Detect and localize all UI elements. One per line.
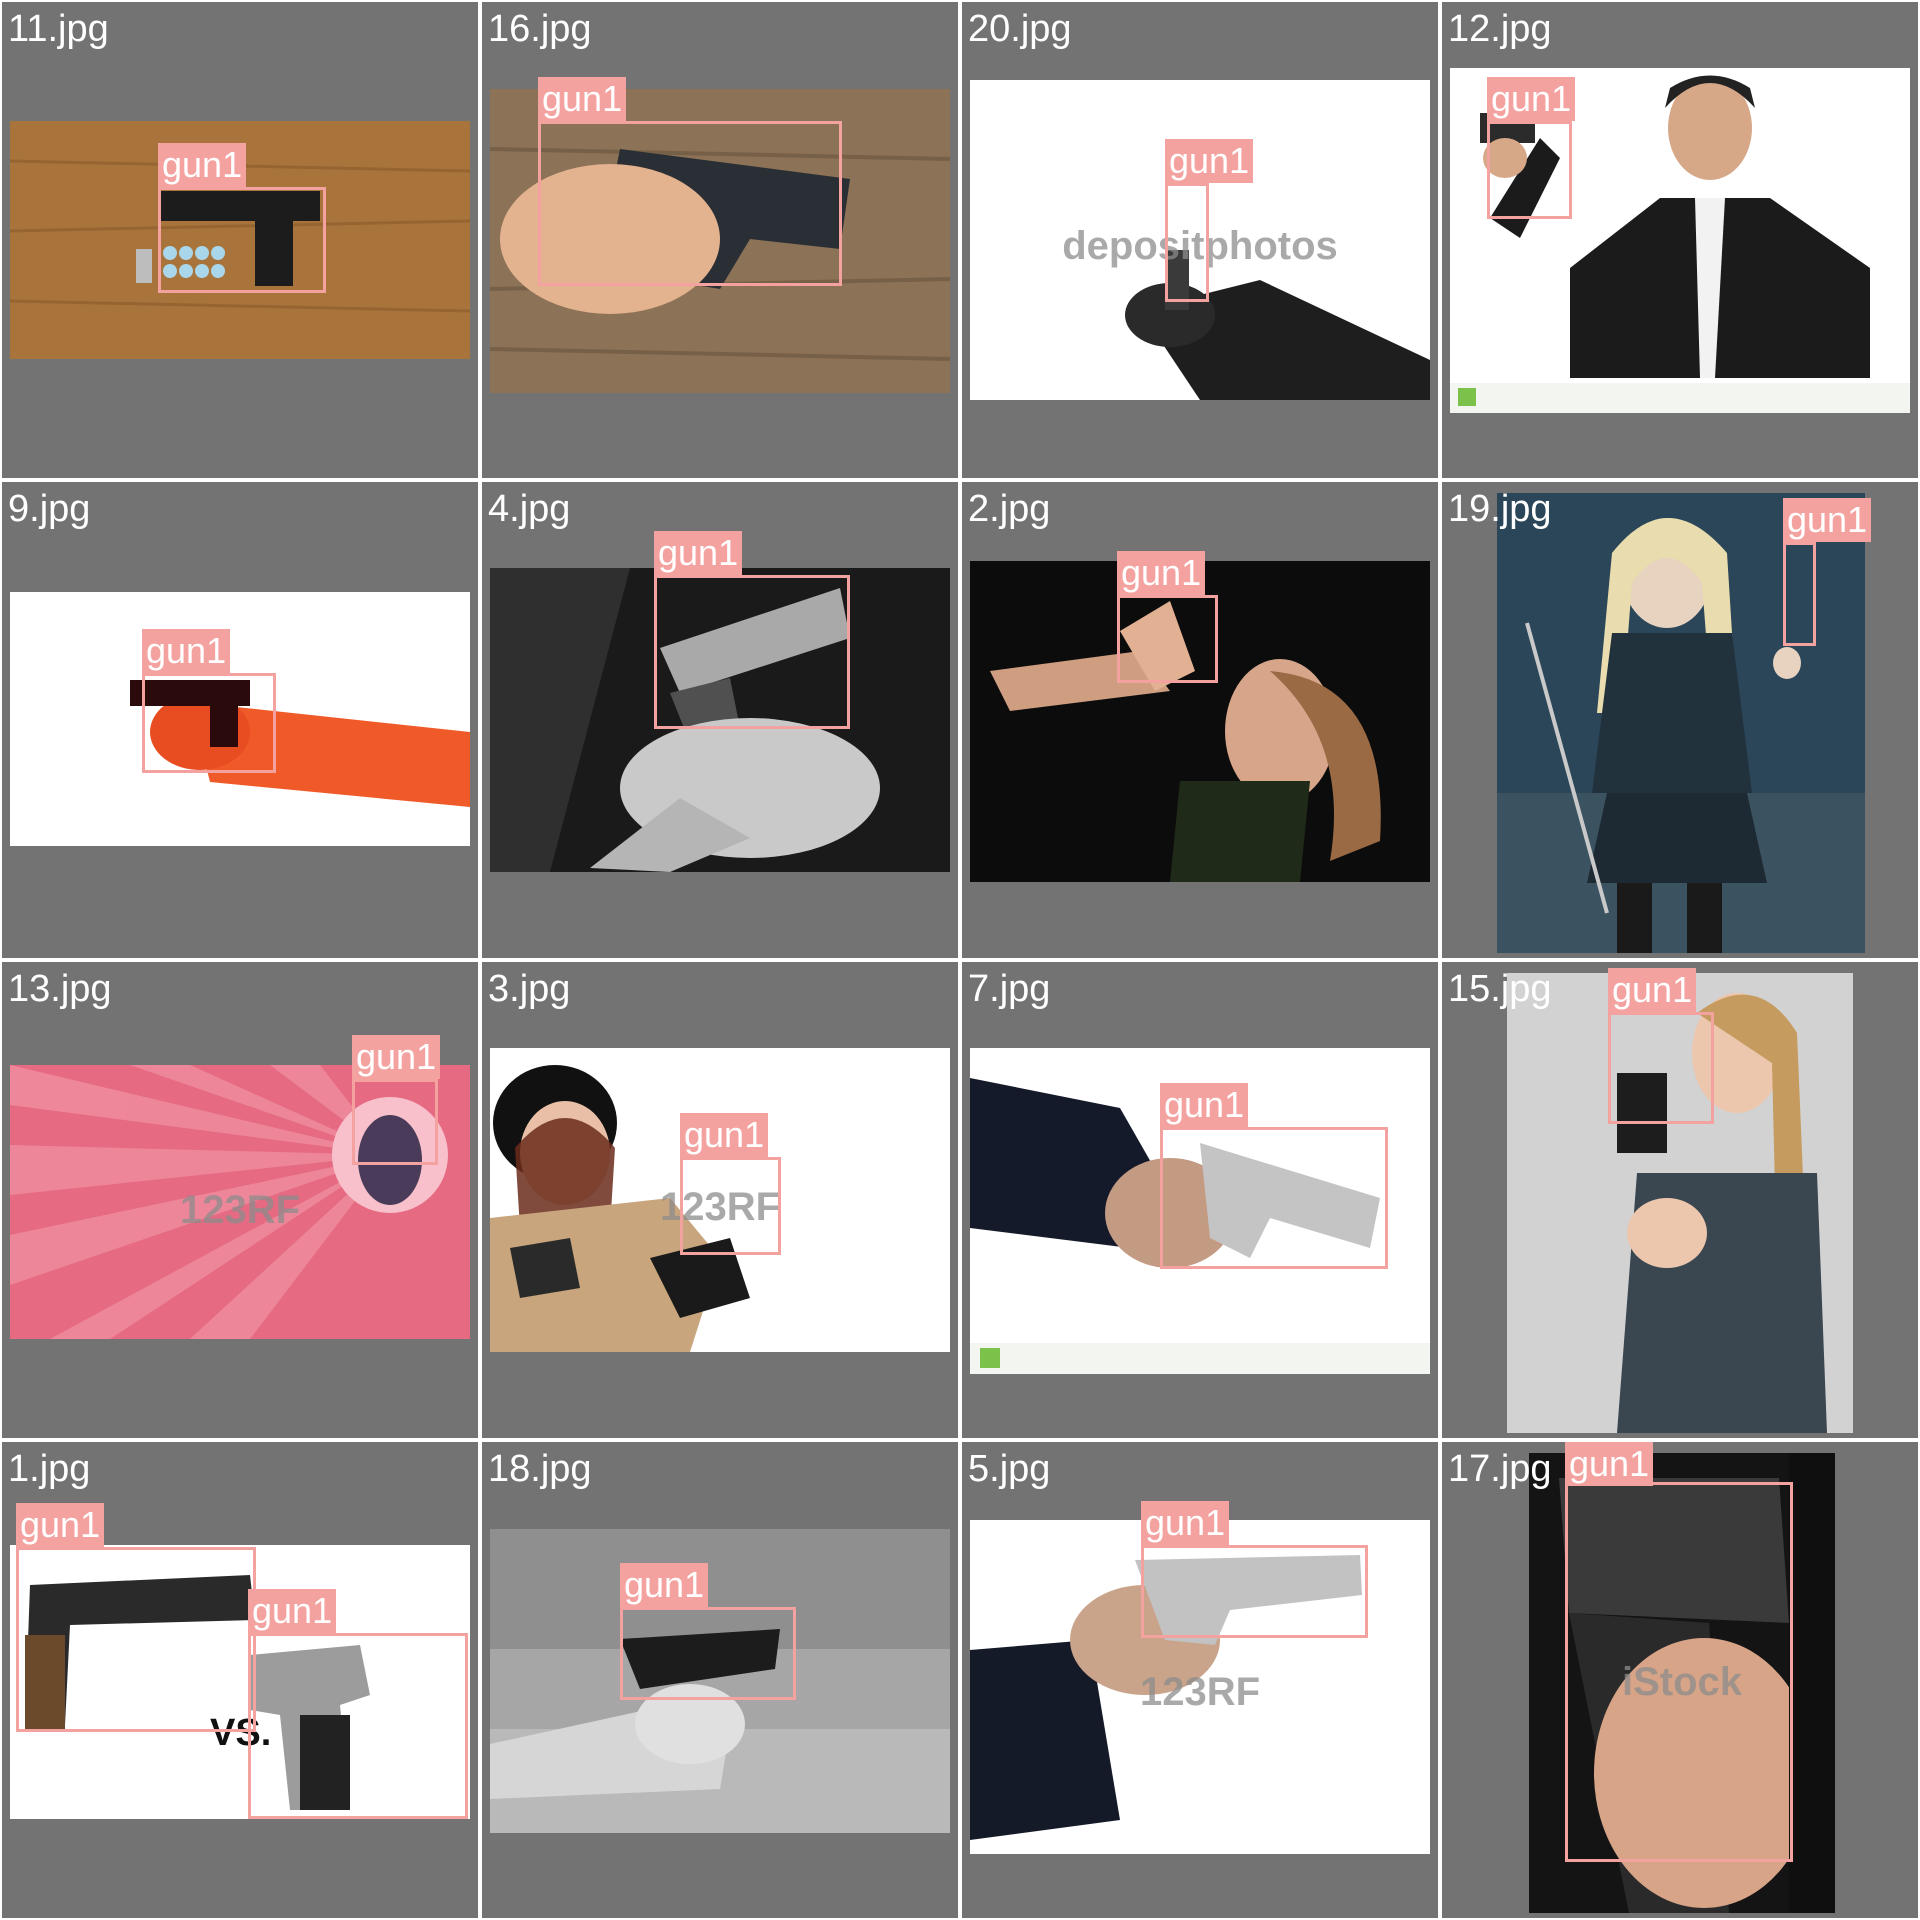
bounding-box — [654, 575, 850, 729]
bounding-box — [142, 673, 276, 773]
watermark-text: depositphotos — [1062, 224, 1338, 268]
image-thumbnail — [490, 1529, 950, 1833]
bounding-box — [248, 1633, 468, 1819]
image-thumbnail: 123RF — [10, 1065, 470, 1339]
box-class-label: gun1 — [158, 143, 247, 187]
image-thumbnail — [10, 592, 470, 846]
image-tile[interactable]: 123RF 5.jpg gun1 — [962, 1442, 1438, 1918]
image-tile[interactable]: 4.jpg gun1 — [482, 482, 958, 958]
box-class-label: gun1 — [1141, 1501, 1230, 1545]
image-tile[interactable]: 9.jpg gun1 — [2, 482, 478, 958]
box-class-label: gun1 — [1117, 551, 1206, 595]
image-thumbnail — [1497, 493, 1865, 953]
bounding-box — [1160, 1127, 1388, 1269]
image-thumbnail — [1507, 973, 1853, 1433]
filename-label: 5.jpg — [968, 1448, 1051, 1490]
box-class-label: gun1 — [1160, 1083, 1249, 1127]
image-thumbnail: iStock — [1529, 1453, 1835, 1913]
image-tile[interactable]: 12.jpg gun1 — [1442, 2, 1918, 478]
watermark-text: 123RF — [659, 1184, 781, 1229]
image-thumbnail: 123RF — [490, 1048, 950, 1352]
image-tile[interactable]: 19.jpg gun1 — [1442, 482, 1918, 958]
image-thumbnail — [490, 89, 950, 393]
filename-label: 19.jpg — [1448, 488, 1552, 530]
box-class-label: gun1 — [1565, 1442, 1654, 1486]
watermark-text: iStock — [1621, 1660, 1743, 1704]
box-class-label: gun1 — [1608, 968, 1697, 1012]
bounding-box — [1487, 121, 1572, 219]
bounding-box — [1565, 1482, 1793, 1862]
image-thumbnail — [490, 568, 950, 872]
filename-label: 12.jpg — [1448, 8, 1552, 50]
filename-label: 18.jpg — [488, 1448, 592, 1490]
box-class-label: gun1 — [352, 1035, 441, 1079]
filename-label: 7.jpg — [968, 968, 1051, 1010]
image-thumbnail: VS. — [10, 1545, 470, 1819]
watermark-text: 123RF — [1139, 1670, 1261, 1715]
image-tile[interactable]: 11.jpg gun1 — [2, 2, 478, 478]
filename-label: 11.jpg — [8, 8, 109, 50]
filename-label: 1.jpg — [8, 1448, 91, 1490]
image-tile[interactable]: depositphotos 20.jpg gun1 — [962, 2, 1438, 478]
box-class-label: gun1 — [1165, 139, 1254, 183]
box-class-label: gun1 — [248, 1589, 337, 1633]
bounding-box — [1608, 1012, 1714, 1124]
image-tile[interactable]: 123RF 3.jpg gun1 — [482, 962, 958, 1438]
filename-label: 20.jpg — [968, 8, 1072, 50]
image-thumbnail: 123RF — [970, 1520, 1430, 1854]
image-tile[interactable]: iStock 17.jpg gun1 — [1442, 1442, 1918, 1918]
box-class-label: gun1 — [680, 1113, 769, 1157]
image-tile[interactable]: 18.jpg gun1 — [482, 1442, 958, 1918]
image-tile[interactable]: 123RF 13.jpg gun1 — [2, 962, 478, 1438]
bounding-box — [1783, 542, 1816, 646]
filename-label: 15.jpg — [1448, 968, 1552, 1010]
image-tile[interactable]: 7.jpg gun1 — [962, 962, 1438, 1438]
box-class-label: gun1 — [1487, 77, 1576, 121]
bounding-box — [158, 187, 326, 293]
svg-text:VS.: VS. — [210, 1712, 271, 1754]
filename-label: 16.jpg — [488, 8, 592, 50]
bounding-box — [680, 1157, 781, 1255]
image-tile[interactable]: VS. 1.jpg gun1 gun1 — [2, 1442, 478, 1918]
box-class-label: gun1 — [1783, 498, 1872, 542]
box-class-label: gun1 — [654, 531, 743, 575]
filename-label: 13.jpg — [8, 968, 112, 1010]
box-class-label: gun1 — [538, 77, 627, 121]
image-tile[interactable]: 2.jpg gun1 — [962, 482, 1438, 958]
bounding-box — [1117, 595, 1218, 683]
image-thumbnail: depositphotos — [970, 80, 1430, 400]
filename-label: 4.jpg — [488, 488, 571, 530]
watermark-text: 123RF — [179, 1188, 301, 1233]
bounding-box — [538, 121, 842, 286]
filename-label: 17.jpg — [1448, 1448, 1552, 1490]
image-thumbnail — [970, 561, 1430, 882]
box-class-label: gun1 — [620, 1563, 709, 1607]
bounding-box — [16, 1547, 256, 1732]
filename-label: 3.jpg — [488, 968, 571, 1010]
image-tile[interactable]: 16.jpg gun1 — [482, 2, 958, 478]
filename-label: 2.jpg — [968, 488, 1051, 530]
box-class-label: gun1 — [16, 1503, 105, 1547]
bounding-box — [352, 1079, 438, 1165]
box-class-label: gun1 — [142, 629, 231, 673]
filename-label: 9.jpg — [8, 488, 91, 530]
bounding-box — [620, 1607, 796, 1700]
bounding-box — [1141, 1545, 1368, 1638]
image-thumbnail — [1450, 68, 1910, 413]
image-tile[interactable]: 15.jpg gun1 — [1442, 962, 1918, 1438]
bounding-box — [1165, 183, 1209, 302]
